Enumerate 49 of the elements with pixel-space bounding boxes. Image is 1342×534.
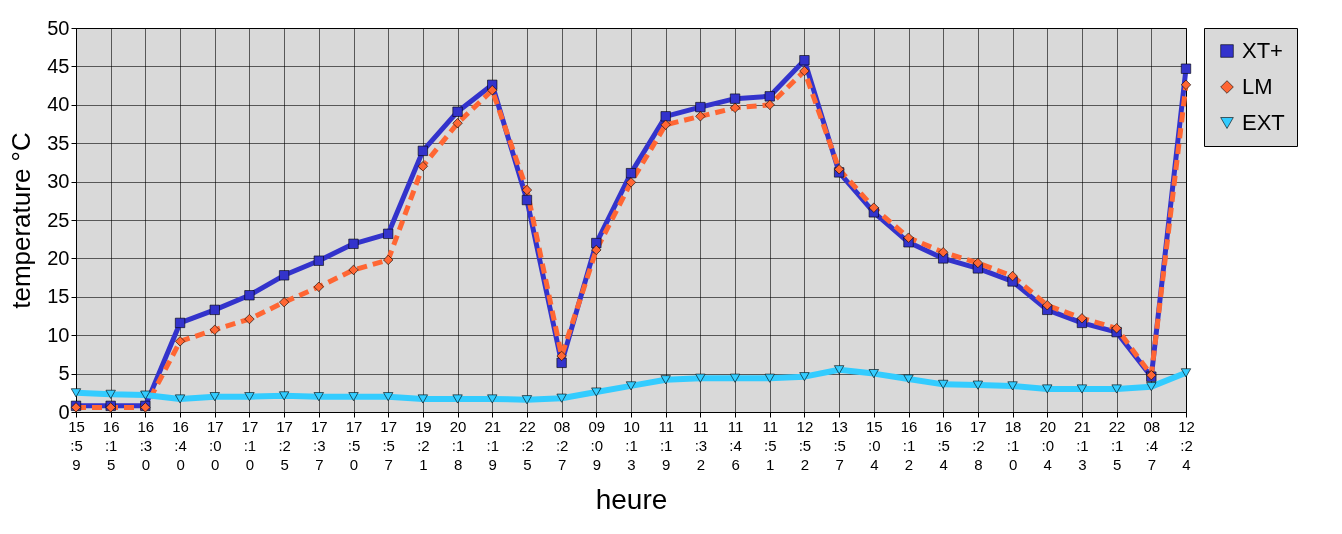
x-tick-label: 08:47 [1143,417,1161,473]
x-tick-label: 18:10 [1004,417,1022,473]
x-tick-label: 17:37 [310,417,328,473]
x-tick-label: 16:54 [935,417,953,473]
y-tick-label: 20 [47,246,70,269]
x-tick-label: 20:04 [1039,417,1057,473]
y-tick-label: 35 [47,131,70,154]
y-axis-title: temperature °C [6,132,37,309]
x-axis-title: heure [595,483,668,515]
x-tick-label: 16:15 [102,417,120,473]
x-tick-label: 17:57 [380,417,398,473]
x-tick-label: 22:25 [519,417,536,473]
legend-label: EXT [1242,110,1285,135]
x-tick-label: 10:13 [623,417,640,473]
x-tick-label: 11:32 [693,417,709,473]
x-tick-label: 19:21 [415,417,432,473]
y-tick-label: 10 [47,323,70,346]
y-tick-label: 5 [58,362,70,385]
x-tick-label: 16:40 [172,417,189,473]
x-tick-label: 11:51 [762,417,779,473]
x-tick-label: 08:27 [553,417,571,473]
legend-label: XT+ [1242,38,1283,63]
x-tick-label: 17:28 [970,417,987,473]
x-tick-label: 22:15 [1108,417,1126,473]
y-tick-label: 25 [47,208,70,231]
x-tick-label: 13:57 [831,417,848,473]
x-tick-label: 09:09 [588,417,606,473]
x-tick-label: 11:19 [658,417,674,473]
x-tick-label: 15:59 [68,417,85,473]
x-tick-label: 17:50 [345,417,363,473]
x-tick-label: 12:24 [1178,417,1195,473]
x-tick-label: 17:25 [276,417,293,473]
x-tick-label: 15:04 [865,417,883,473]
x-tick-label: 11:46 [727,417,744,473]
x-tick-label: 21:19 [484,417,502,473]
x-tick-label: 21:13 [1074,417,1091,473]
y-tick-label: 50 [47,16,70,39]
x-tick-label: 17:10 [241,417,259,473]
y-tick-label: 15 [47,285,70,308]
x-tick-label: 12:52 [796,417,814,473]
y-tick-label: 45 [47,54,70,77]
y-tick-label: 30 [47,170,70,193]
x-tick-label: 17:00 [206,417,224,473]
y-tick-label: 0 [58,400,70,423]
y-tick-label: 40 [47,93,70,116]
x-tick-label: 20:18 [449,417,467,473]
x-tick-label: 16:12 [900,417,918,473]
legend-label: LM [1242,74,1273,99]
x-tick-label: 16:30 [137,417,155,473]
